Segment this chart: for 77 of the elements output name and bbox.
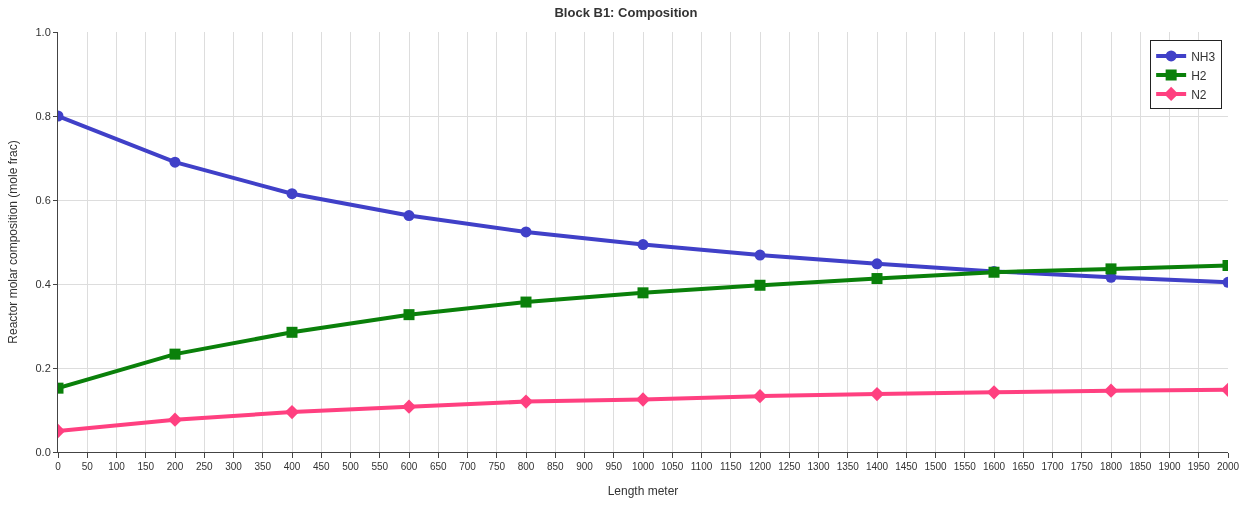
point (986, 385, 1002, 400)
x-tick-label: 1250 (778, 461, 801, 472)
point (637, 287, 649, 299)
x-tick-label: 1000 (631, 461, 655, 472)
legend-label: H2 (1191, 68, 1207, 83)
x-tick-label: 1650 (1012, 461, 1035, 472)
x-axis-title: Length meter (607, 483, 679, 498)
x-tick-label: 700 (459, 461, 477, 472)
x-tick-label: 1700 (1041, 461, 1065, 472)
y-axis-title: Reactor molar composition (mole frac) (5, 140, 20, 344)
x-tick-label: 1600 (982, 461, 1006, 472)
x-tick-label: 1800 (1099, 461, 1123, 472)
legend-label: N2 (1191, 87, 1207, 102)
point (169, 348, 181, 360)
point (520, 226, 532, 238)
point (869, 386, 885, 402)
point (1105, 263, 1117, 275)
point (754, 249, 766, 261)
x-tick-label: 1450 (895, 461, 918, 472)
x-tick-label: 250 (195, 461, 214, 472)
point (752, 388, 768, 404)
x-tick-label: 650 (429, 461, 448, 472)
x-tick-label: 500 (342, 461, 360, 472)
x-tick-label: 1550 (953, 461, 977, 472)
point (518, 394, 534, 409)
x-tick-label: 1150 (719, 461, 742, 472)
x-tick-label: 50 (81, 461, 94, 472)
x-tick-label: 1100 (690, 461, 713, 472)
x-tick-label: 600 (400, 461, 418, 472)
x-tick-label: 1750 (1070, 461, 1094, 472)
point (635, 392, 651, 407)
x-tick-label: 1500 (924, 461, 948, 472)
point (167, 412, 183, 427)
x-tick-label: 150 (137, 461, 155, 472)
x-tick-label: 1350 (836, 461, 860, 472)
point (637, 239, 649, 251)
chart-title: Block B1: Composition (554, 4, 698, 20)
point (169, 156, 181, 168)
point (871, 273, 883, 285)
x-tick-label: 900 (576, 461, 594, 472)
x-tick-label: 0 (55, 461, 62, 472)
point (403, 210, 415, 222)
point (871, 258, 883, 270)
x-tick-label: 1200 (748, 461, 772, 472)
x-tick-label: 1050 (661, 461, 684, 472)
point (401, 399, 417, 414)
y-tick-label: 0.8 (35, 109, 51, 122)
x-tick-label: 200 (166, 461, 184, 472)
point (284, 404, 300, 420)
x-tick-label: 950 (605, 461, 623, 472)
x-tick-label: 1400 (865, 461, 889, 472)
x-tick-label: 750 (488, 461, 506, 472)
x-tick-label: 1300 (807, 461, 831, 472)
x-tick-label: 300 (225, 461, 243, 472)
x-tick-label: 850 (546, 461, 565, 472)
x-tick-label: 350 (254, 461, 272, 472)
x-tick-label: 450 (312, 461, 331, 472)
point (403, 309, 415, 321)
x-tick-label: 400 (283, 461, 301, 472)
point (754, 279, 766, 291)
y-tick-label: 0.2 (35, 361, 51, 374)
point (286, 326, 298, 338)
x-tick-label: 1850 (1129, 461, 1152, 472)
point (286, 188, 298, 200)
y-tick-label: 0.6 (35, 193, 51, 206)
x-tick-label: 1950 (1187, 461, 1211, 472)
y-tick-label: 0.0 (35, 445, 51, 458)
x-tick-label: 550 (371, 461, 389, 472)
x-tick-label: 1900 (1158, 461, 1182, 472)
point (520, 296, 532, 308)
x-tick-label: 100 (108, 461, 126, 472)
y-tick-label: 1.0 (35, 25, 51, 38)
point (1103, 383, 1119, 398)
legend-label: NH3 (1191, 49, 1216, 64)
y-tick-label: 0.4 (35, 277, 51, 290)
x-tick-label: 800 (517, 461, 535, 472)
x-tick-label: 2000 (1216, 461, 1240, 472)
